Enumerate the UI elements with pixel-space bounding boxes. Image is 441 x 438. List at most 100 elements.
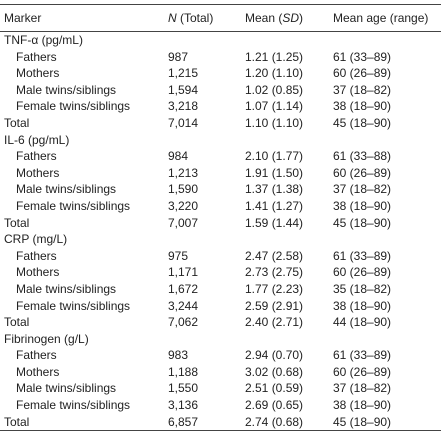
header-row: Marker N (Total) Mean (SD) Mean age (ran… [0,4,441,32]
data-table: Marker N (Total) Mean (SD) Mean age (ran… [0,4,441,431]
table-row: Male twins/siblings 1,550 2.51 (0.59) 37 (1… [0,380,441,397]
table-cell: Mothers [16,66,60,81]
table-cell: Total [4,414,30,429]
table-cell: 45 (18–90) [333,414,392,429]
table-cell: 1.37 (1.38) [245,182,304,197]
table-cell: 35 (18–82) [333,281,392,296]
table-cell: 2.94 (0.70) [245,348,304,363]
table-cell: 61 (33–89) [333,49,392,64]
table-row: Fathers 983 2.94 (0.70) 61 (33–89) [0,347,441,364]
table-row: Mothers 1,188 3.02 (0.68) 60 (26–89) [0,364,441,381]
table-cell: Mothers [16,165,60,180]
header-part: SD [282,11,300,25]
group-row: CRP (mg/L) [0,231,441,248]
table-cell: 45 (18–90) [333,115,392,130]
table-cell: Male twins/siblings [16,82,117,97]
header-part: N [168,11,177,25]
table-cell: 1,672 [168,281,199,296]
table-cell: Female twins/siblings [16,398,131,413]
table-cell: 1.77 (2.23) [245,281,304,296]
table-row: Mothers 1,213 1.91 (1.50) 60 (26–89) [0,165,441,182]
table-row: Female twins/siblings 3,218 1.07 (1.14) 38 … [0,98,441,115]
table-row: Mothers 1,171 2.73 (2.75) 60 (26–89) [0,264,441,281]
table-cell: 37 (18–82) [333,381,392,396]
table-cell: 987 [168,49,189,64]
table-cell: 61 (33–89) [333,348,392,363]
table-cell: 37 (18–82) [333,82,392,97]
table-cell: 38 (18–90) [333,198,392,213]
table-cell: 60 (26–89) [333,364,392,379]
table-row: Total 7,062 2.40 (2.71) 44 (18–90) [0,314,441,331]
group-title: CRP (mg/L) [4,232,68,247]
group-row: TNF-α (pg/mL) [0,32,441,49]
table-cell: Mothers [16,265,60,280]
table-cell: Fathers [16,149,57,164]
table-cell: 1,590 [168,182,199,197]
table-cell: Male twins/siblings [16,182,117,197]
table-cell: Fathers [16,49,57,64]
table-cell: Female twins/siblings [16,298,131,313]
table-cell: 7,062 [168,315,199,330]
header-part: (Total) [176,11,214,25]
table-cell: 6,857 [168,414,199,429]
table-row: Fathers 984 2.10 (1.77) 61 (33–88) [0,148,441,165]
table-cell: 984 [168,149,189,164]
table-cell: Male twins/siblings [16,281,117,296]
table-cell: 975 [168,248,189,263]
table-cell: Total [4,315,30,330]
table-cell: 1,188 [168,364,199,379]
table-row: Fathers 987 1.21 (1.25) 61 (33–89) [0,49,441,66]
table-cell: Female twins/siblings [16,99,131,114]
table-cell: 1.21 (1.25) [245,49,304,64]
table-cell: 3.02 (0.68) [245,364,304,379]
table-cell: 38 (18–90) [333,99,392,114]
group-row: Fibrinogen (g/L) [0,331,441,348]
table-cell: Total [4,115,30,130]
table-row: Mothers 1,215 1.20 (1.10) 60 (26–89) [0,65,441,82]
table-cell: 3,136 [168,398,199,413]
table-cell: 1,171 [168,265,199,280]
table-cell: 2.40 (2.71) [245,315,304,330]
table-row: Male twins/siblings 1,590 1.37 (1.38) 37 (1… [0,181,441,198]
group-title: Fibrinogen (g/L) [4,331,89,346]
table-cell: 2.73 (2.75) [245,265,304,280]
header-cell: N (Total) [164,5,241,32]
table-cell: 60 (26–89) [333,165,392,180]
group-title: IL-6 (pg/mL) [4,132,70,147]
table-row: Female twins/siblings 3,136 2.69 (0.65) 38 … [0,397,441,414]
table-cell: 1,594 [168,82,199,97]
header-cell: Mean age (range) [333,11,429,25]
table-row: Total 6,857 2.74 (0.68) 45 (18–90) [0,414,441,431]
header-cell: Marker [4,11,42,25]
table-cell: 1.91 (1.50) [245,165,304,180]
table-cell: 3,220 [168,198,199,213]
table-cell: 983 [168,348,189,363]
table-cell: 3,244 [168,298,199,313]
table-cell: Male twins/siblings [16,381,117,396]
table-cell: 1.20 (1.10) [245,66,304,81]
table-cell: 3,218 [168,99,199,114]
table-cell: 7,014 [168,115,199,130]
table-cell: 61 (33–88) [333,149,392,164]
table-row: Male twins/siblings 1,594 1.02 (0.85) 37 (1… [0,82,441,99]
table-row: Female twins/siblings 3,244 2.59 (2.91) 38 … [0,298,441,315]
table-cell: Fathers [16,348,57,363]
table-cell: 1,550 [168,381,199,396]
table-cell: 2.69 (0.65) [245,398,304,413]
table-row: Total 7,014 1.10 (1.10) 45 (18–90) [0,115,441,132]
header-part: ) [299,11,304,25]
table-cell: 38 (18–90) [333,298,392,313]
group-row: IL-6 (pg/mL) [0,132,441,149]
table-row: Total 7,007 1.59 (1.44) 45 (18–90) [0,215,441,232]
table-cell: 2.47 (2.58) [245,248,304,263]
table-cell: 2.51 (0.59) [245,381,304,396]
table-cell: 1.02 (0.85) [245,82,304,97]
table-cell: 60 (26–89) [333,66,392,81]
table-body: TNF-α (pg/mL) Fathers 987 1.21 (1.25) 61 (33… [0,32,441,431]
header-cell: Mean (SD) [241,5,329,32]
group-title: TNF-α (pg/mL) [4,33,83,47]
table-cell: 45 (18–90) [333,215,392,230]
table-cell: 1.10 (1.10) [245,115,304,130]
table-cell: Fathers [16,248,57,263]
